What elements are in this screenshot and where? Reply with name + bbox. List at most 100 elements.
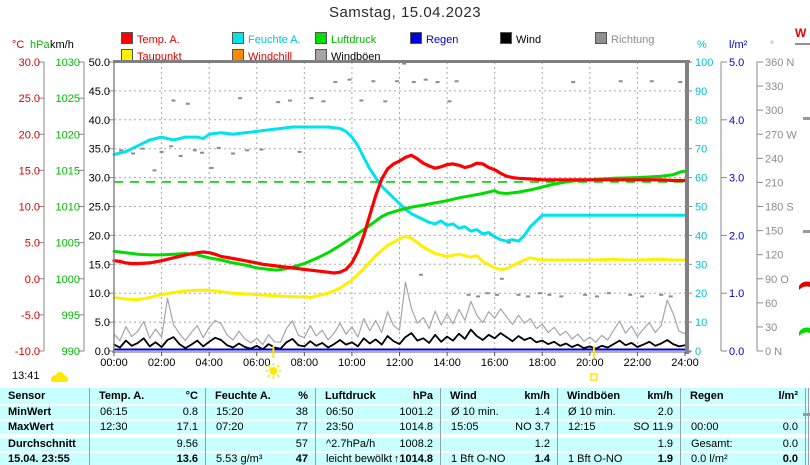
table-column-separator (680, 388, 681, 465)
axis-tick-label: 0.0 (25, 274, 40, 286)
table-cell-value: 1.4 (534, 406, 550, 418)
sun-ray (276, 374, 280, 378)
table-cell-value: ↑1014.8 (393, 453, 433, 465)
table-cell-text: 00:00 (691, 421, 719, 433)
richtung-dot (297, 150, 302, 153)
legend-swatch (500, 32, 512, 44)
table-header-unit: °C (185, 390, 198, 402)
axis-tick-label: 180 S (765, 202, 794, 214)
table-cell-text: 15:20 (216, 406, 244, 418)
richtung-dot (594, 295, 599, 298)
richtung-dot (454, 80, 459, 83)
richtung-dot (288, 99, 293, 102)
richtung-dot (649, 80, 654, 83)
table-row-strip (0, 388, 810, 404)
axis-title-right-1: l/m² (729, 39, 748, 51)
table-cell-text: 23:50 (326, 421, 354, 433)
axis-tick-label: 40 (695, 230, 707, 242)
series-wind (113, 328, 686, 351)
axis-tick-label: 120 (765, 250, 783, 262)
sun-ray (267, 364, 271, 368)
axis-tick-label: 90 O (765, 274, 789, 286)
axis-tick-label: 1020 (56, 129, 80, 141)
richtung-dot (321, 100, 326, 103)
richtung-dot (402, 62, 407, 65)
sunset-tick (592, 346, 595, 358)
axis-title-°C: °C (12, 39, 24, 51)
table-cell-text: 12:30 (100, 421, 128, 433)
x-axis-label: 22:00 (624, 357, 652, 369)
table-cell-value: 57 (295, 438, 308, 450)
axis-tick-label: 0.0 (95, 346, 110, 358)
x-axis-label: 06:00 (243, 357, 271, 369)
w-nav-label[interactable]: W (795, 26, 810, 45)
sun-ray (276, 364, 280, 368)
x-axis-label: 10:00 (338, 357, 366, 369)
richtung-dot (476, 295, 481, 298)
table-cell-text: 06:50 (326, 406, 354, 418)
axis-tick-label: 90 (695, 86, 707, 98)
axis-tick-label: 5.0 (95, 317, 110, 329)
legend-item-wind: Wind (500, 30, 541, 46)
legend-swatch (315, 32, 327, 44)
richtung-dot (411, 81, 416, 84)
axis-tick-label: 15.0 (19, 165, 40, 177)
table-cell-text: leicht bewölkt (326, 453, 393, 465)
axis-tick-label: 30.0 (19, 57, 40, 69)
legend-swatch (232, 32, 244, 44)
table-cell-value: 1.9 (657, 453, 673, 465)
axis-tick-label: 20.0 (89, 230, 110, 242)
axis-tick-label: 30.0 (89, 173, 110, 185)
x-axis-label: 18:00 (528, 357, 556, 369)
sunrise-sun-icon (269, 367, 278, 375)
table-column-separator (808, 388, 809, 465)
richtung-dot (495, 293, 500, 296)
richtung-dot (276, 101, 281, 104)
edge-artifact (803, 413, 810, 416)
table-cell-value: 38 (295, 406, 308, 418)
table-cell-text: 15:05 (451, 421, 479, 433)
axis-title-right-2: ° (770, 40, 774, 51)
table-row-label: MinWert (8, 406, 52, 418)
axis-tick-label: 25.0 (89, 202, 110, 214)
richtung-dot (259, 148, 264, 151)
table-cell-value: 1.9 (657, 438, 673, 450)
axis-tick-label: 45.0 (89, 86, 110, 98)
table-header-2: Feuchte A. (215, 390, 271, 402)
legend-label: Richtung (611, 34, 655, 46)
clock-label: 13:41 (12, 370, 40, 382)
richtung-dot (506, 241, 511, 244)
richtung-dot (152, 169, 157, 172)
edge-artifact (803, 117, 810, 120)
axis-title-right-0: % (697, 39, 707, 51)
richtung-dot (499, 277, 504, 280)
legend-swatch (595, 32, 607, 44)
legend-label: Luftdruck (331, 34, 377, 46)
axis-tick-label: 15.0 (89, 259, 110, 271)
richtung-dot (309, 97, 314, 100)
table-cell-text: Gesamt: (691, 438, 733, 450)
axis-title-km/h: km/h (50, 39, 74, 51)
table-cell-value: 17.1 (176, 421, 198, 433)
richtung-dot (395, 80, 400, 83)
table-header-1: Temp. A. (99, 390, 145, 402)
legend-item-temp-a-: Temp. A. (121, 30, 180, 46)
legend-label: Regen (426, 34, 459, 46)
richtung-dot (140, 147, 145, 150)
table-column-separator (440, 388, 441, 465)
table-cell-value: 47 (295, 453, 308, 465)
series-luftdruck (112, 169, 687, 272)
table-cell-value: 9.56 (176, 438, 198, 450)
axis-tick-label: 50.0 (89, 57, 110, 69)
axis-tick-label: 10 (695, 317, 707, 329)
axis-tick-label: 150 (765, 226, 783, 238)
table-cell-value: 1008.2 (399, 438, 433, 450)
richtung-dot (668, 295, 673, 298)
table-cell-value: 13.6 (176, 453, 198, 465)
richtung-dot (659, 293, 664, 296)
richtung-dot (359, 99, 364, 102)
table-cell-value: 1.4 (534, 453, 550, 465)
richtung-dot (347, 78, 352, 81)
richtung-dot (119, 149, 124, 152)
table-cell-text: 07:20 (216, 421, 244, 433)
